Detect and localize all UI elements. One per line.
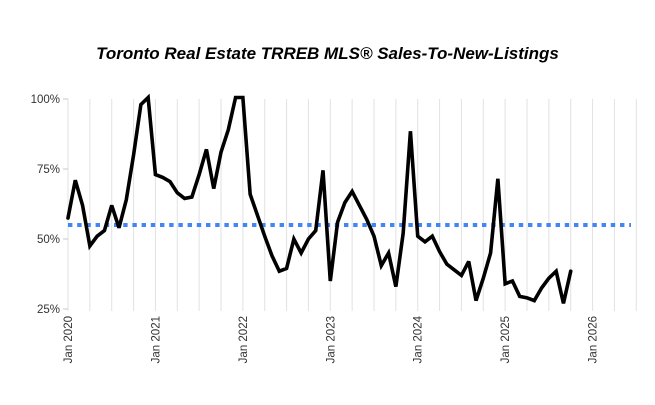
y-axis-label: 75% xyxy=(37,164,60,176)
x-axis-label: Jan 2020 xyxy=(63,316,75,363)
y-axis-label: 50% xyxy=(37,234,60,246)
y-axis-label: 25% xyxy=(37,304,60,316)
x-axis-label: Jan 2022 xyxy=(238,316,250,363)
y-axis-label: 100% xyxy=(31,94,60,106)
x-axis-label: Jan 2021 xyxy=(150,316,162,363)
chart-title: Toronto Real Estate TRREB MLS® Sales-To-… xyxy=(96,44,559,63)
sales-to-new-listings-line xyxy=(66,93,573,304)
x-axis-label: Jan 2025 xyxy=(500,316,512,363)
x-axis-label: Jan 2024 xyxy=(413,315,425,363)
x-axis-label: Jan 2026 xyxy=(588,316,600,363)
x-axis-label: Jan 2023 xyxy=(325,316,337,363)
